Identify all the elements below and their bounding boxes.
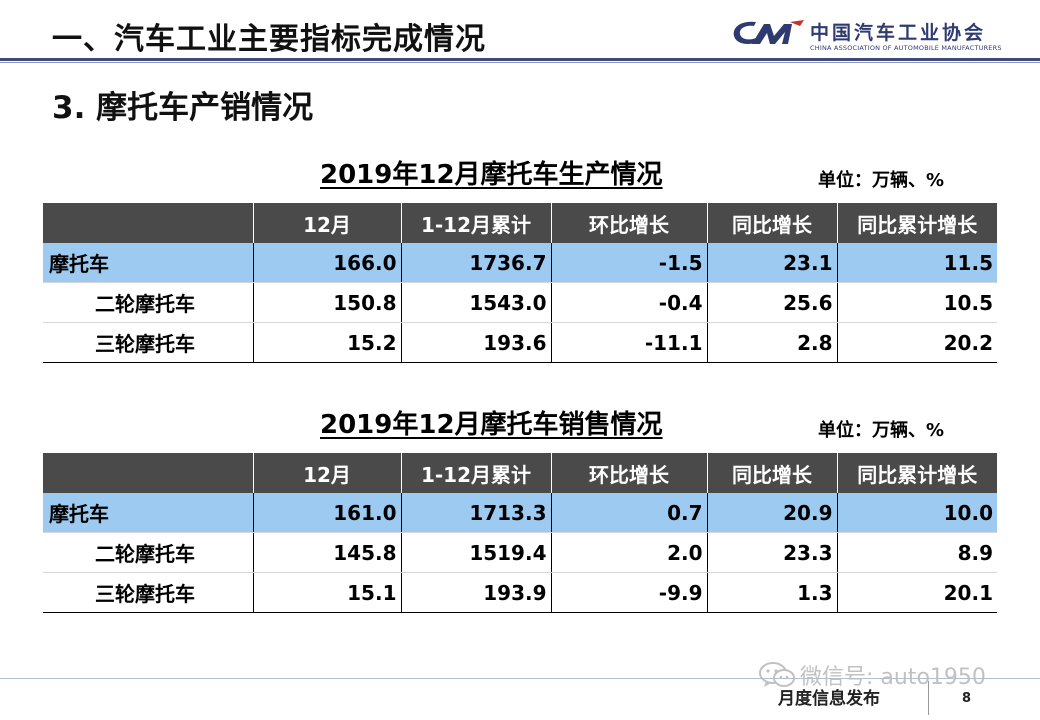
table-cell: 166.0 [252, 243, 401, 283]
table-row-total: 摩托车 161.0 1713.3 0.7 20.9 10.0 [43, 493, 997, 533]
column-header: 1-12月累计 [400, 203, 551, 243]
column-header [43, 203, 253, 243]
table-row-total: 摩托车 166.0 1736.7 -1.5 23.1 11.5 [43, 243, 997, 283]
table-cell: 10.0 [836, 493, 997, 533]
table-cell: 23.3 [706, 532, 837, 573]
table-cell: 20.2 [836, 322, 997, 363]
column-header [43, 453, 253, 493]
table-cell: 1519.4 [400, 532, 551, 573]
table-cell: -9.9 [550, 572, 707, 613]
table-row: 三轮摩托车 15.1 193.9 -9.9 1.3 20.1 [43, 572, 997, 613]
table-cell: 15.1 [252, 572, 401, 613]
footer-divider [928, 681, 929, 715]
table-cell: 1736.7 [400, 243, 551, 283]
column-header: 12月 [252, 453, 401, 493]
table-cell: 161.0 [252, 493, 401, 533]
table-row: 二轮摩托车 150.8 1543.0 -0.4 25.6 10.5 [43, 282, 997, 323]
table-row: 三轮摩托车 15.2 193.6 -11.1 2.8 20.2 [43, 322, 997, 363]
table-cell: 23.1 [706, 243, 837, 283]
table-cell: 0.7 [550, 493, 707, 533]
column-header: 环比增长 [550, 453, 707, 493]
table-header-row: 12月 1-12月累计 环比增长 同比增长 同比累计增长 [43, 453, 997, 493]
column-header: 同比累计增长 [836, 203, 997, 243]
table-cell: -1.5 [550, 243, 707, 283]
title-rule-thin [0, 62, 1040, 63]
table-cell: 2.8 [706, 322, 837, 363]
row-name: 摩托车 [43, 243, 253, 283]
column-header: 同比增长 [706, 453, 837, 493]
table-cell: 20.9 [706, 493, 837, 533]
caam-logo: 中国汽车工业协会 CHINA ASSOCIATION OF AUTOMOBILE… [730, 14, 1010, 56]
column-header: 12月 [252, 203, 401, 243]
section-title: 3. 摩托车产销情况 [52, 90, 314, 126]
logo-english-name: CHINA ASSOCIATION OF AUTOMOBILE MANUFACT… [810, 44, 1002, 52]
footer-rule [0, 678, 1040, 679]
row-name: 二轮摩托车 [43, 282, 253, 323]
sales-table: 12月 1-12月累计 环比增长 同比增长 同比累计增长 摩托车 161.0 1… [43, 453, 997, 613]
table-cell: -11.1 [550, 322, 707, 363]
page-title: 一、汽车工业主要指标完成情况 [52, 22, 486, 57]
row-name: 摩托车 [43, 493, 253, 533]
table-cell: 25.6 [706, 282, 837, 323]
table-cell: 150.8 [252, 282, 401, 323]
row-name: 二轮摩托车 [43, 532, 253, 573]
row-name: 三轮摩托车 [43, 572, 253, 613]
footer-label: 月度信息发布 [778, 689, 880, 709]
table-row: 二轮摩托车 145.8 1519.4 2.0 23.3 8.9 [43, 532, 997, 573]
table-cell: 193.9 [400, 572, 551, 613]
row-name: 三轮摩托车 [43, 322, 253, 363]
table-cell: 11.5 [836, 243, 997, 283]
column-header: 1-12月累计 [400, 453, 551, 493]
table-cell: -0.4 [550, 282, 707, 323]
table-cell: 10.5 [836, 282, 997, 323]
watermark-text: 微信号: auto1950 [800, 665, 986, 690]
column-header: 同比累计增长 [836, 453, 997, 493]
logo-chinese-name: 中国汽车工业协会 [810, 22, 987, 44]
column-header: 同比增长 [706, 203, 837, 243]
table-cell: 2.0 [550, 532, 707, 573]
page-number: 8 [962, 691, 972, 706]
table-cell: 145.8 [252, 532, 401, 573]
cam-logo-icon [733, 20, 804, 44]
table-header-row: 12月 1-12月累计 环比增长 同比增长 同比累计增长 [43, 203, 997, 243]
column-header: 环比增长 [550, 203, 707, 243]
table-cell: 193.6 [400, 322, 551, 363]
table-cell: 1.3 [706, 572, 837, 613]
wechat-watermark: 微信号: auto1950 [758, 658, 1018, 692]
production-table: 12月 1-12月累计 环比增长 同比增长 同比累计增长 摩托车 166.0 1… [43, 203, 997, 363]
sales-table-title: 2019年12月摩托车销售情况 [320, 410, 663, 440]
slide-header: 一、汽车工业主要指标完成情况 中国汽车工业协会 CHINA ASSOCIATIO… [0, 0, 1040, 62]
production-table-title: 2019年12月摩托车生产情况 [320, 160, 663, 190]
table-cell: 1713.3 [400, 493, 551, 533]
table-cell: 8.9 [836, 532, 997, 573]
production-unit: 单位：万辆、% [818, 170, 945, 191]
table-cell: 1543.0 [400, 282, 551, 323]
table-cell: 20.1 [836, 572, 997, 613]
sales-unit: 单位：万辆、% [818, 420, 945, 441]
title-rule [0, 58, 1040, 61]
table-cell: 15.2 [252, 322, 401, 363]
